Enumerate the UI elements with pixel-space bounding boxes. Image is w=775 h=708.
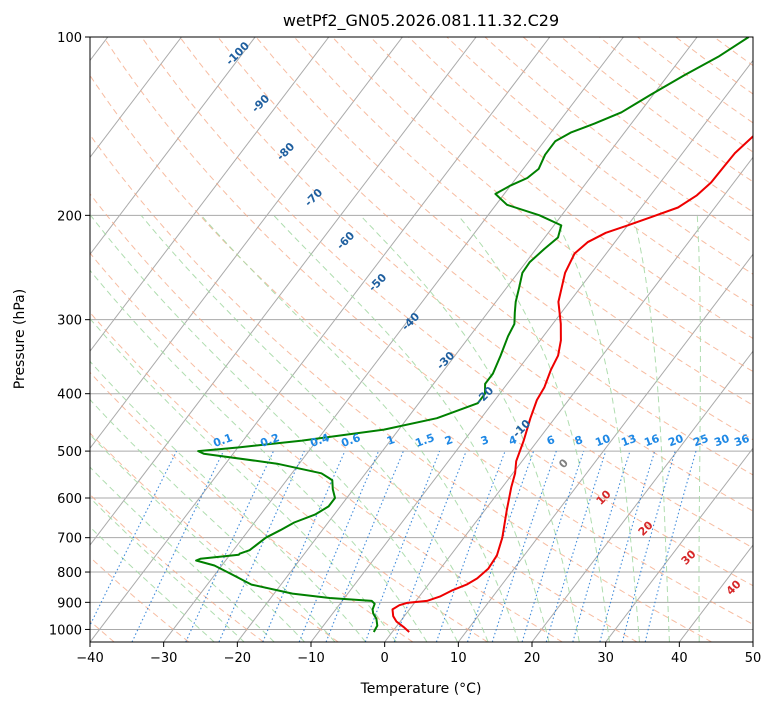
y-tick-label: 900 xyxy=(57,596,82,611)
moist-adiabat xyxy=(140,214,489,642)
mixing-ratio-label: 6 xyxy=(545,433,557,448)
mixing-ratio-label: 36 xyxy=(732,432,751,450)
mixing-ratio-label: 13 xyxy=(619,432,638,449)
moist-adiabat xyxy=(90,360,366,642)
isotherm xyxy=(90,37,403,449)
moist-adiabat xyxy=(90,497,245,642)
mixing-ratio-line xyxy=(298,450,380,642)
mixing-ratio-line xyxy=(621,450,676,642)
dry-adiabat xyxy=(255,37,753,441)
x-tick-label: −40 xyxy=(76,651,103,666)
mixing-ratio-line xyxy=(466,450,535,642)
mixing-ratio-label: 1.5 xyxy=(413,431,436,450)
x-tick-label: 50 xyxy=(745,651,762,666)
dry-adiabat xyxy=(332,37,753,373)
x-tick-label: −30 xyxy=(150,651,177,666)
y-axis-title: Pressure (hPa) xyxy=(12,289,28,389)
mixing-ratio-line xyxy=(572,450,631,642)
series-line-0 xyxy=(391,135,753,633)
isotherm xyxy=(752,641,753,642)
moist-adiabat xyxy=(696,215,701,642)
mixing-ratio-label: 16 xyxy=(642,432,661,450)
isotherm xyxy=(384,156,753,642)
mixing-ratio-line xyxy=(491,450,557,642)
isotherm xyxy=(90,37,551,642)
dry-adiabat xyxy=(90,432,339,642)
mixing-ratio-label: 4 xyxy=(507,433,519,448)
mixing-ratio-label: 1 xyxy=(385,433,397,448)
y-tick-label: 1000 xyxy=(49,623,82,638)
isotherm xyxy=(90,37,182,159)
isotherm xyxy=(531,350,753,642)
mixing-ratio-label: 3 xyxy=(479,433,491,448)
mixing-ratio-label: 20 xyxy=(666,432,685,450)
y-tick-label: 400 xyxy=(57,388,82,403)
isotherm xyxy=(90,37,477,546)
mixing-ratio-line xyxy=(521,450,585,642)
mixing-ratio-line xyxy=(599,450,656,642)
x-tick-label: 30 xyxy=(597,651,614,666)
y-tick-label: 800 xyxy=(57,566,82,581)
mixing-ratio-line xyxy=(644,450,697,642)
y-tick-label: 700 xyxy=(57,532,82,547)
mixing-ratio-label: 25 xyxy=(691,432,710,449)
moist-adiabat xyxy=(90,433,305,642)
mixing-ratio-line xyxy=(435,450,506,642)
isotherm xyxy=(605,447,753,642)
moist-adiabat xyxy=(273,214,550,642)
x-tick-label: 0 xyxy=(381,651,389,666)
dry-adiabat xyxy=(217,37,753,476)
mixing-ratio-label: 2 xyxy=(443,433,455,448)
moist-adiabat xyxy=(632,215,670,642)
mixing-ratio-line xyxy=(90,450,178,627)
moist-adiabat xyxy=(90,214,459,642)
series-line-1 xyxy=(195,37,750,633)
mixing-ratio-line xyxy=(325,450,404,642)
mixing-ratio-label: 0.1 xyxy=(211,431,234,450)
y-tick-label: 200 xyxy=(57,209,82,224)
dry-adiabat xyxy=(751,37,753,39)
y-tick-label: 100 xyxy=(57,31,82,46)
mixing-ratio-label: 30 xyxy=(712,432,731,450)
plot-frame xyxy=(89,36,754,643)
dry-adiabat xyxy=(90,134,712,642)
mixing-ratio-line xyxy=(545,450,607,642)
mixing-ratio-label: 0.2 xyxy=(258,431,281,450)
mixing-ratio-line xyxy=(218,450,305,642)
x-tick-label: 10 xyxy=(450,651,467,666)
mixing-ratio-label: 0.6 xyxy=(339,431,362,450)
x-axis-title: Temperature (°C) xyxy=(360,681,482,697)
background-lines xyxy=(90,37,753,642)
y-tick-label: 500 xyxy=(57,445,82,460)
mixing-ratio-line xyxy=(393,450,467,642)
x-tick-label: 40 xyxy=(671,651,688,666)
y-axis: 1000 900 800 700 600 500 400 300 200 100 xyxy=(49,31,90,638)
isotherm xyxy=(457,253,753,642)
x-tick-label: −20 xyxy=(224,651,251,666)
isotherm xyxy=(90,37,330,353)
moist-adiabat xyxy=(457,214,610,642)
x-tick-label: −10 xyxy=(297,651,324,666)
plot-background xyxy=(90,37,753,642)
mixing-ratio-line xyxy=(262,450,346,642)
mixing-ratio-line xyxy=(364,450,441,642)
x-axis: −40 −30 −20 −10 0 10 20 30 40 50 xyxy=(76,642,761,666)
chart-title: wetPf2_GN05.2026.081.11.32.C29 xyxy=(283,11,559,31)
moist-adiabat xyxy=(90,526,215,642)
mixing-ratio-label: 0.4 xyxy=(308,431,331,450)
moist-adiabat xyxy=(90,398,336,642)
y-tick-label: 600 xyxy=(57,492,82,507)
mixing-ratio-label: 8 xyxy=(573,433,585,448)
moist-adiabat xyxy=(553,215,640,642)
x-tick-label: 20 xyxy=(524,651,541,666)
y-tick-label: 300 xyxy=(57,314,82,329)
mixing-ratio-label: 10 xyxy=(593,432,612,450)
sounding-series xyxy=(195,37,753,633)
isotherm xyxy=(90,37,256,256)
